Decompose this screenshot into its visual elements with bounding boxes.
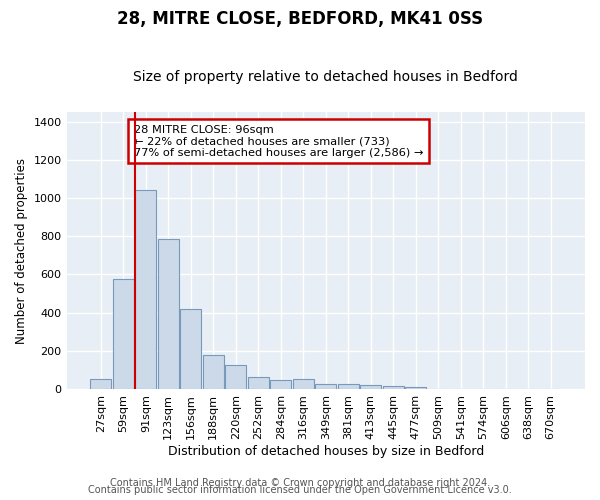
- Title: Size of property relative to detached houses in Bedford: Size of property relative to detached ho…: [133, 70, 518, 85]
- Bar: [383, 386, 404, 389]
- Bar: [158, 239, 179, 389]
- X-axis label: Distribution of detached houses by size in Bedford: Distribution of detached houses by size …: [167, 444, 484, 458]
- Bar: [135, 190, 157, 389]
- Y-axis label: Number of detached properties: Number of detached properties: [15, 158, 28, 344]
- Bar: [338, 384, 359, 389]
- Text: Contains HM Land Registry data © Crown copyright and database right 2024.: Contains HM Land Registry data © Crown c…: [110, 478, 490, 488]
- Text: Contains public sector information licensed under the Open Government Licence v3: Contains public sector information licen…: [88, 485, 512, 495]
- Bar: [113, 279, 134, 389]
- Bar: [90, 380, 112, 389]
- Bar: [203, 354, 224, 389]
- Text: 28 MITRE CLOSE: 96sqm
← 22% of detached houses are smaller (733)
77% of semi-det: 28 MITRE CLOSE: 96sqm ← 22% of detached …: [134, 124, 424, 158]
- Bar: [360, 385, 382, 389]
- Text: 28, MITRE CLOSE, BEDFORD, MK41 0SS: 28, MITRE CLOSE, BEDFORD, MK41 0SS: [117, 10, 483, 28]
- Bar: [293, 380, 314, 389]
- Bar: [315, 384, 337, 389]
- Bar: [248, 376, 269, 389]
- Bar: [405, 387, 427, 389]
- Bar: [180, 309, 202, 389]
- Bar: [225, 365, 247, 389]
- Bar: [270, 380, 292, 389]
